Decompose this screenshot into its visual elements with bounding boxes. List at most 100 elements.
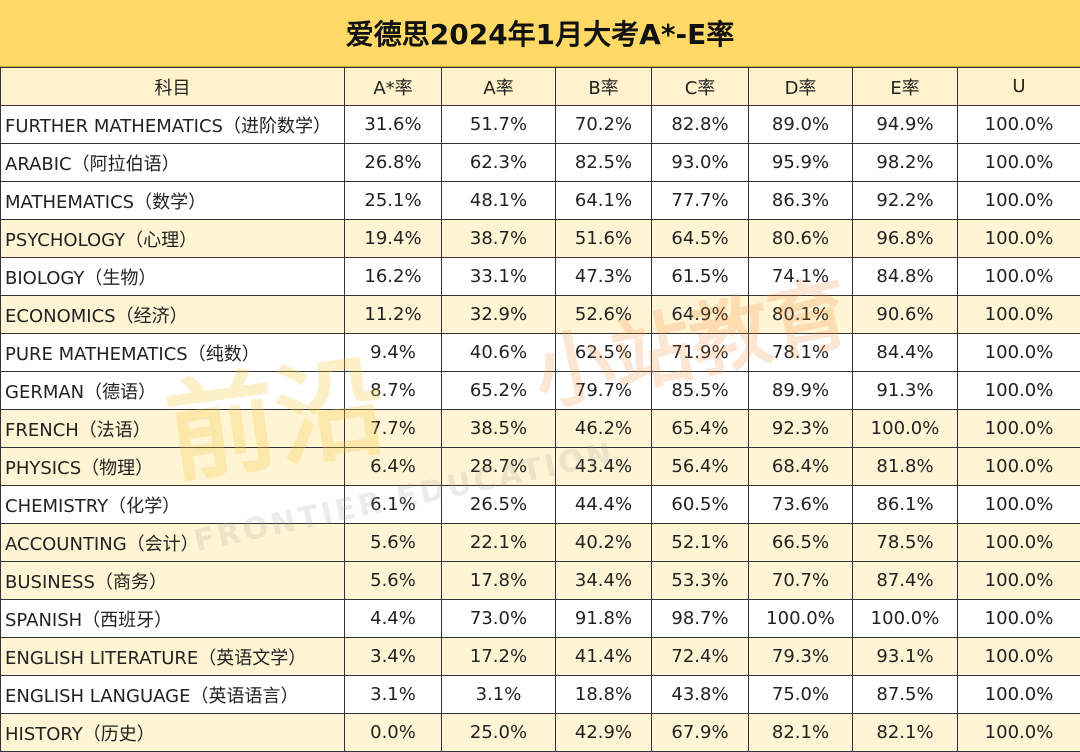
subject-cell: ECONOMICS（经济） (1, 296, 345, 334)
rate-cell: 62.3% (442, 144, 556, 182)
rate-cell: 47.3% (556, 258, 652, 296)
rate-cell: 100.0% (958, 714, 1080, 752)
rate-cell: 26.8% (345, 144, 442, 182)
rate-cell: 87.5% (853, 676, 958, 714)
column-header: D率 (749, 68, 853, 106)
rate-cell: 82.1% (853, 714, 958, 752)
rate-cell: 8.7% (345, 372, 442, 410)
rate-cell: 100.0% (958, 296, 1080, 334)
rate-cell: 100.0% (749, 600, 853, 638)
rate-cell: 79.3% (749, 638, 853, 676)
rate-cell: 9.4% (345, 334, 442, 372)
rate-cell: 73.0% (442, 600, 556, 638)
rate-cell: 6.4% (345, 448, 442, 486)
subject-cell: SPANISH（西班牙） (1, 600, 345, 638)
column-header: B率 (556, 68, 652, 106)
rate-cell: 100.0% (958, 676, 1080, 714)
rate-cell: 5.6% (345, 562, 442, 600)
rate-cell: 33.1% (442, 258, 556, 296)
rate-cell: 11.2% (345, 296, 442, 334)
rate-cell: 17.8% (442, 562, 556, 600)
rate-cell: 71.9% (652, 334, 749, 372)
rate-cell: 28.7% (442, 448, 556, 486)
rate-cell: 41.4% (556, 638, 652, 676)
rate-cell: 3.1% (442, 676, 556, 714)
rate-cell: 3.4% (345, 638, 442, 676)
rate-cell: 25.1% (345, 182, 442, 220)
rate-cell: 65.2% (442, 372, 556, 410)
rate-cell: 100.0% (958, 334, 1080, 372)
rate-cell: 43.4% (556, 448, 652, 486)
rate-cell: 85.5% (652, 372, 749, 410)
rate-cell: 81.8% (853, 448, 958, 486)
rate-cell: 32.9% (442, 296, 556, 334)
rate-cell: 62.5% (556, 334, 652, 372)
subject-cell: PURE MATHEMATICS（纯数） (1, 334, 345, 372)
rate-cell: 70.7% (749, 562, 853, 600)
table-row: FURTHER MATHEMATICS（进阶数学）31.6%51.7%70.2%… (1, 106, 1080, 144)
subject-cell: PHYSICS（物理） (1, 448, 345, 486)
table-row: ACCOUNTING（会计）5.6%22.1%40.2%52.1%66.5%78… (1, 524, 1080, 562)
rate-cell: 72.4% (652, 638, 749, 676)
table-row: ARABIC（阿拉伯语）26.8%62.3%82.5%93.0%95.9%98.… (1, 144, 1080, 182)
rate-cell: 73.6% (749, 486, 853, 524)
table-row: SPANISH（西班牙）4.4%73.0%91.8%98.7%100.0%100… (1, 600, 1080, 638)
rate-cell: 38.5% (442, 410, 556, 448)
table-row: PURE MATHEMATICS（纯数）9.4%40.6%62.5%71.9%7… (1, 334, 1080, 372)
rate-cell: 51.6% (556, 220, 652, 258)
rate-cell: 100.0% (958, 600, 1080, 638)
subject-cell: FRENCH（法语） (1, 410, 345, 448)
rate-cell: 93.1% (853, 638, 958, 676)
table-row: ECONOMICS（经济）11.2%32.9%52.6%64.9%80.1%90… (1, 296, 1080, 334)
rate-cell: 38.7% (442, 220, 556, 258)
rate-cell: 92.3% (749, 410, 853, 448)
rate-cell: 68.4% (749, 448, 853, 486)
subject-cell: ARABIC（阿拉伯语） (1, 144, 345, 182)
rate-cell: 31.6% (345, 106, 442, 144)
rate-cell: 100.0% (958, 524, 1080, 562)
rate-cell: 92.2% (853, 182, 958, 220)
rate-cell: 42.9% (556, 714, 652, 752)
rate-cell: 64.1% (556, 182, 652, 220)
subject-cell: GERMAN（德语） (1, 372, 345, 410)
rate-cell: 94.9% (853, 106, 958, 144)
table-row: BUSINESS（商务）5.6%17.8%34.4%53.3%70.7%87.4… (1, 562, 1080, 600)
rate-cell: 48.1% (442, 182, 556, 220)
column-header: C率 (652, 68, 749, 106)
rate-cell: 100.0% (853, 410, 958, 448)
rate-cell: 64.5% (652, 220, 749, 258)
subject-cell: HISTORY（历史） (1, 714, 345, 752)
table-row: CHEMISTRY（化学）6.1%26.5%44.4%60.5%73.6%86.… (1, 486, 1080, 524)
column-header: A*率 (345, 68, 442, 106)
subject-cell: MATHEMATICS（数学） (1, 182, 345, 220)
column-header: 科目 (1, 68, 345, 106)
rate-cell: 6.1% (345, 486, 442, 524)
subject-cell: BUSINESS（商务） (1, 562, 345, 600)
rate-cell: 3.1% (345, 676, 442, 714)
rate-cell: 82.8% (652, 106, 749, 144)
table-row: HISTORY（历史）0.0%25.0%42.9%67.9%82.1%82.1%… (1, 714, 1080, 752)
rate-cell: 80.1% (749, 296, 853, 334)
rate-cell: 40.2% (556, 524, 652, 562)
rate-cell: 66.5% (749, 524, 853, 562)
rate-cell: 65.4% (652, 410, 749, 448)
rate-cell: 84.8% (853, 258, 958, 296)
column-header: E率 (853, 68, 958, 106)
rate-cell: 93.0% (652, 144, 749, 182)
subject-cell: FURTHER MATHEMATICS（进阶数学） (1, 106, 345, 144)
rate-cell: 96.8% (853, 220, 958, 258)
rate-cell: 87.4% (853, 562, 958, 600)
page-title: 爱德思2024年1月大考A*-E率 (0, 0, 1080, 67)
rate-cell: 100.0% (958, 562, 1080, 600)
rate-cell: 34.4% (556, 562, 652, 600)
rate-cell: 100.0% (958, 372, 1080, 410)
rate-cell: 100.0% (958, 144, 1080, 182)
subject-cell: ENGLISH LITERATURE（英语文学） (1, 638, 345, 676)
rate-cell: 100.0% (958, 106, 1080, 144)
table-row: PHYSICS（物理）6.4%28.7%43.4%56.4%68.4%81.8%… (1, 448, 1080, 486)
table-row: PSYCHOLOGY（心理）19.4%38.7%51.6%64.5%80.6%9… (1, 220, 1080, 258)
table-row: GERMAN（德语）8.7%65.2%79.7%85.5%89.9%91.3%1… (1, 372, 1080, 410)
rate-cell: 100.0% (958, 638, 1080, 676)
